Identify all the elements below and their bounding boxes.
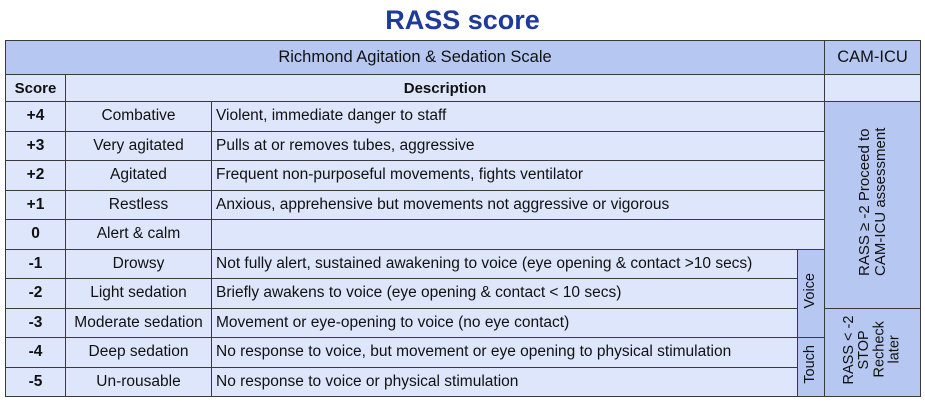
table-row: +3 Very agitated Pulls at or removes tub…	[5, 130, 921, 161]
term-cell: Deep sedation	[65, 337, 212, 368]
description-cell: Anxious, apprehensive but movements not …	[210, 189, 826, 220]
table-row: -3 Moderate sedation Movement or eye-ope…	[5, 307, 922, 397]
score-cell: -4	[5, 337, 66, 368]
score-cell: +2	[5, 160, 66, 191]
table-row: +4 Combative Violent, immediate danger t…	[5, 101, 922, 309]
term-cell: Un-rousable	[65, 366, 212, 397]
header-row-columns: Score Description	[5, 74, 922, 102]
stimulus-touch-label: Touch	[802, 345, 819, 384]
rass-table: Richmond Agitation & Sedation Scale CAM-…	[4, 40, 922, 397]
table-row: +1 Restless Anxious, apprehensive but mo…	[5, 189, 921, 220]
scale-name-header: Richmond Agitation & Sedation Scale	[4, 40, 826, 75]
description-cell: No response to voice or physical stimula…	[211, 366, 798, 397]
score-cell: -1	[5, 248, 66, 279]
score-cell: +1	[5, 189, 66, 220]
table-row: -5 Un-rousable No response to voice or p…	[5, 366, 921, 397]
term-cell: Restless	[65, 189, 212, 220]
score-cell: +3	[5, 130, 66, 161]
description-cell: Violent, immediate danger to staff	[210, 101, 826, 132]
description-cell: No response to voice, but movement or ey…	[211, 337, 798, 368]
stimulus-voice-cell: Voice	[796, 248, 826, 338]
description-cell: Not fully alert, sustained awakening to …	[211, 248, 798, 279]
cam-icu-header-blank	[824, 74, 922, 102]
table-row: +2 Agitated Frequent non-purposeful move…	[5, 160, 921, 191]
table-row: -4 Deep sedation No response to voice, b…	[5, 337, 921, 397]
term-cell: Agitated	[65, 160, 212, 191]
description-cell	[210, 219, 826, 250]
term-cell: Combative	[65, 101, 212, 132]
table-row: 0 Alert & calm	[5, 219, 921, 250]
description-cell: Pulls at or removes tubes, aggressive	[210, 130, 826, 161]
cam-icu-proceed-text: RASS ≥ -2 Proceed to CAM-ICU assessment	[855, 128, 889, 277]
term-cell: Light sedation	[65, 278, 212, 309]
cam-icu-header: CAM-ICU	[824, 40, 922, 75]
description-column-header: Description	[64, 74, 826, 102]
score-cell: -2	[5, 278, 66, 309]
stimulus-touch-cell: Touch	[796, 337, 826, 397]
score-cell: -5	[5, 366, 66, 397]
header-row-scale: Richmond Agitation & Sedation Scale CAM-…	[4, 40, 922, 75]
description-cell: Briefly awakens to voice (eye opening & …	[211, 278, 798, 309]
score-cell: +4	[5, 101, 66, 132]
cam-icu-proceed-cell: RASS ≥ -2 Proceed to CAM-ICU assessment	[824, 101, 922, 309]
stimulus-voice-label: Voice	[802, 273, 819, 309]
term-cell: Alert & calm	[65, 219, 212, 250]
term-cell: Moderate sedation	[65, 307, 212, 338]
score-cell: -3	[5, 307, 66, 338]
table-row: -1 Drowsy Not fully alert, sustained awa…	[5, 248, 921, 338]
term-cell: Drowsy	[65, 248, 212, 279]
score-cell: 0	[5, 219, 66, 250]
score-column-header: Score	[5, 74, 66, 102]
page-title: RASS score	[385, 5, 540, 35]
term-cell: Very agitated	[65, 130, 212, 161]
description-cell: Frequent non-purposeful movements, fight…	[210, 160, 826, 191]
description-cell: Movement or eye-opening to voice (no eye…	[211, 307, 798, 338]
cam-icu-stop-cell: RASS < -2 STOP Recheck later	[824, 307, 922, 397]
table-row: -2 Light sedation Briefly awakens to voi…	[5, 278, 921, 309]
cam-icu-stop-text: RASS < -2 STOP Recheck later	[841, 315, 903, 385]
